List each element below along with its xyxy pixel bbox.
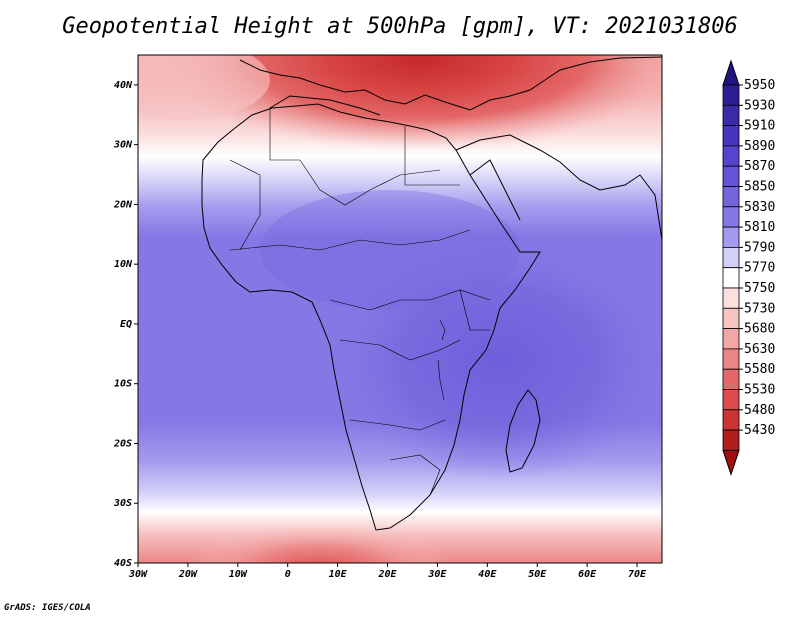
colorbar-swatch <box>722 328 740 350</box>
lon-tick-label: 20W <box>178 569 198 580</box>
lon-tick-label: 20E <box>377 569 397 580</box>
colorbar-label: 5830 <box>744 200 775 215</box>
great-lakes <box>437 319 446 401</box>
border-southern-africa <box>389 454 441 496</box>
lat-tick-label: 20S <box>113 438 132 449</box>
colorbar-label: 5750 <box>744 281 775 296</box>
mediterranean-coast <box>269 95 381 116</box>
colorbar-label: 5530 <box>744 383 775 398</box>
lat-tick-label: 40N <box>114 80 133 91</box>
southern-trough <box>181 525 459 563</box>
colorbar-swatch <box>722 287 740 309</box>
colorbar-label: 5950 <box>744 78 775 93</box>
lat-tick-label: 30S <box>113 498 132 509</box>
border-sahara-central <box>299 159 441 206</box>
lon-tick-label: 60E <box>578 569 597 580</box>
colorbar-label: 5730 <box>744 301 775 316</box>
colorbar-label: 5430 <box>744 423 775 438</box>
border-egypt-libya <box>404 126 460 186</box>
colorbar-swatch <box>722 104 740 127</box>
colorbar-label: 5850 <box>744 180 775 195</box>
border-east-africa <box>459 289 490 331</box>
colorbar-swatch <box>722 125 740 147</box>
colorbar-swatch <box>722 409 740 431</box>
colorbar-label: 5630 <box>744 342 775 357</box>
border-sahara-west <box>229 159 261 251</box>
border-sahel <box>229 229 471 251</box>
coastlines <box>201 56 662 531</box>
colorbar-swatch <box>722 368 740 390</box>
colorbar-label: 5680 <box>744 322 775 337</box>
colorbar-swatch <box>722 267 740 289</box>
colorbar-label: 5770 <box>744 261 775 276</box>
colorbar-swatch <box>722 307 740 329</box>
colorbar-label: 5910 <box>744 119 775 134</box>
lon-tick-label: 50E <box>528 569 547 580</box>
lon-tick-label: 10E <box>329 569 348 580</box>
high-core-north <box>260 190 520 310</box>
colorbar-label: 5580 <box>744 362 775 377</box>
plot-frame <box>137 54 663 564</box>
country-borders <box>229 108 491 496</box>
colorbar-label: 5930 <box>744 98 775 113</box>
colorbar-label: 5870 <box>744 159 775 174</box>
lat-tick-label: EQ <box>120 319 132 330</box>
lon-tick-label: 10W <box>229 569 248 580</box>
colorbar-bottom-triangle <box>722 449 740 476</box>
colorbar-swatch <box>722 429 740 451</box>
red-sea-coast <box>469 159 521 221</box>
lon-tick-label: 70E <box>628 569 647 580</box>
border-congo <box>339 339 461 361</box>
height-field <box>138 55 662 563</box>
west-high-cell <box>138 55 270 120</box>
lat-tick-label: 20N <box>113 199 133 210</box>
subtropical-high-north <box>160 55 662 150</box>
lon-tick-label: 0 <box>285 569 291 580</box>
lon-tick-label: 30E <box>427 569 447 580</box>
border-south <box>349 419 446 431</box>
lat-tick-label: 30N <box>113 140 133 151</box>
lon-tick-label: 30W <box>128 569 148 580</box>
colorbar-swatch <box>722 165 740 187</box>
latitude-axis: 40N 30N 20N 10N EQ 10S 20S 30S 40S <box>113 80 138 569</box>
arabia-coastline <box>455 134 662 241</box>
border-algeria <box>269 108 300 161</box>
colorbar-swatch <box>722 226 740 248</box>
lon-tick-label: 40E <box>478 569 497 580</box>
colorbar-top-triangle <box>722 59 740 86</box>
europe-coastline <box>239 56 662 111</box>
colorbar-swatch <box>722 84 740 106</box>
longitude-axis: 30W 20W 10W 0 10E 20E 30E 40E 50E 60E 70E <box>128 563 647 580</box>
grads-credit: GrADS: IGES/COLA <box>4 603 91 613</box>
colorbar-label: 5810 <box>744 220 775 235</box>
colorbar-swatch <box>722 186 740 208</box>
colorbar-label: 5790 <box>744 240 775 255</box>
colorbar-swatch <box>722 348 740 370</box>
colorbar: 5950 5930 5910 5890 5870 5850 5830 5810 5790 5770… <box>722 59 775 476</box>
colorbar-label: 5890 <box>744 139 775 154</box>
colorbar-swatch <box>722 206 740 228</box>
lat-tick-label: 40S <box>114 558 132 569</box>
africa-coastline <box>201 103 541 531</box>
colorbar-swatch <box>722 389 740 411</box>
border-central <box>329 289 491 311</box>
colorbar-swatch <box>722 145 740 167</box>
map-title: Geopotential Height at 500hPa [gpm], VT:… <box>62 14 738 39</box>
madagascar-coastline <box>505 389 541 473</box>
colorbar-swatch <box>722 246 740 269</box>
lat-tick-label: 10S <box>114 379 132 390</box>
colorbar-label: 5480 <box>744 403 775 418</box>
lat-tick-label: 10N <box>114 259 133 270</box>
